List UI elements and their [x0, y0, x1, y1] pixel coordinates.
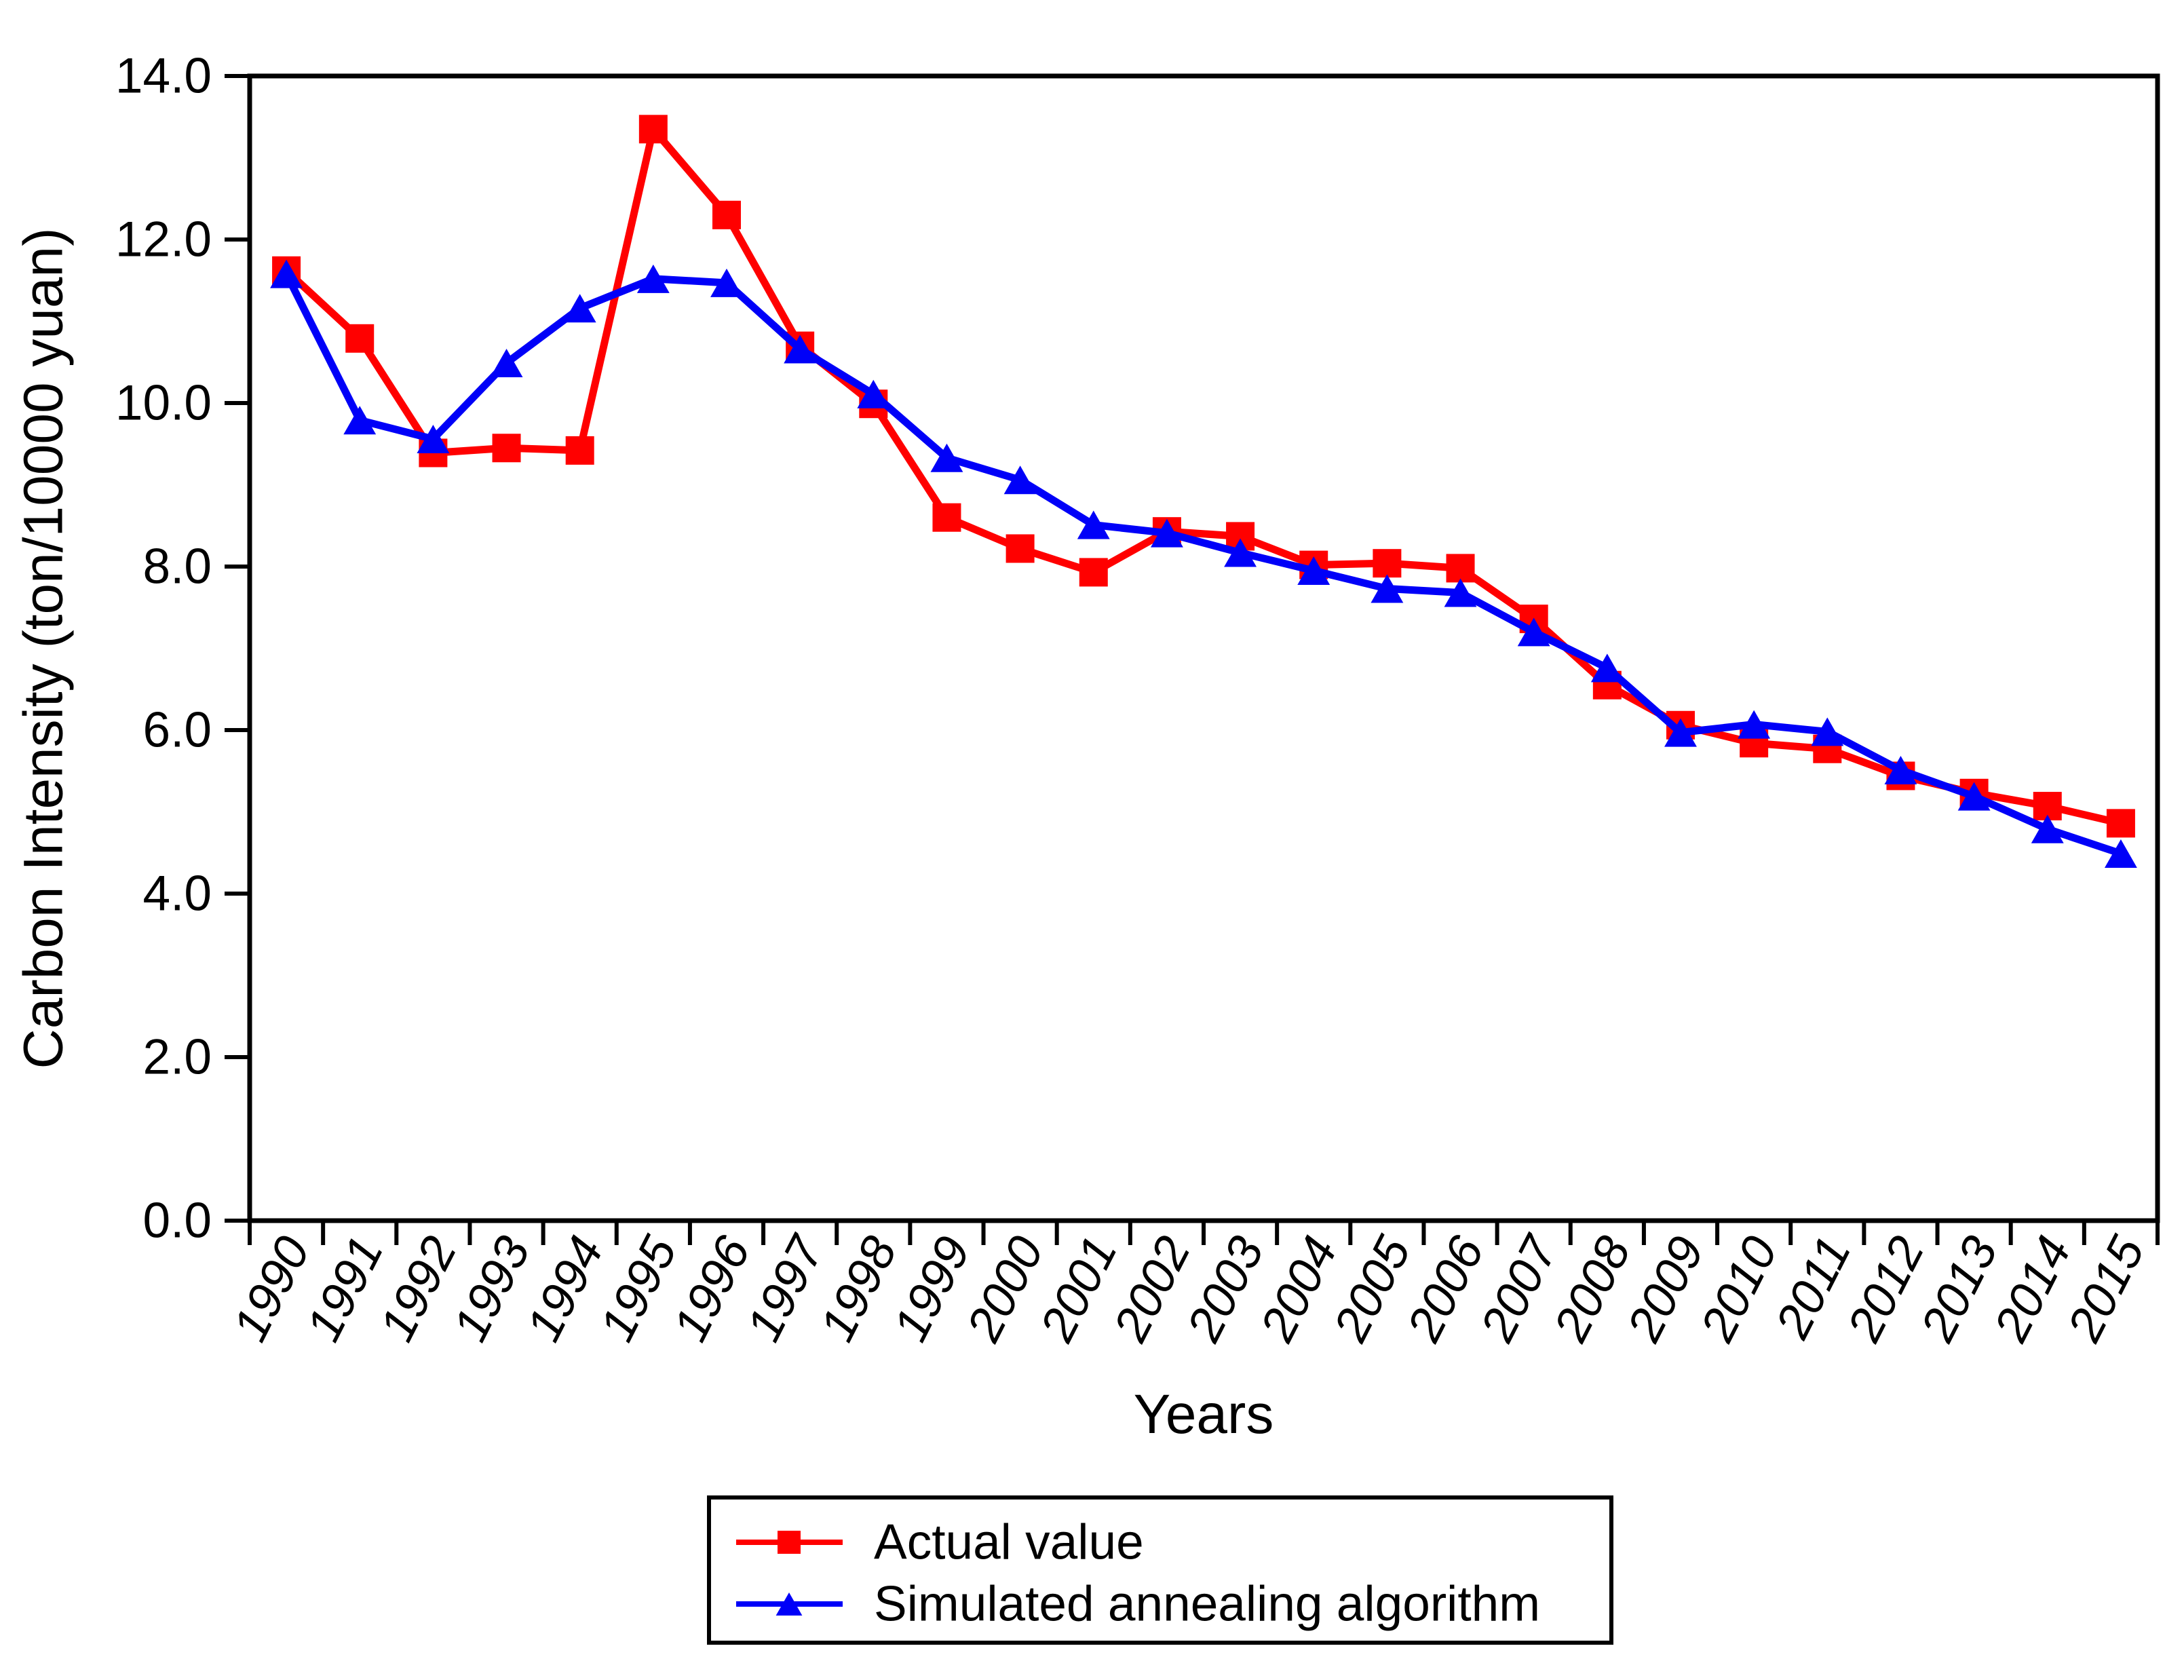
x-tick-label: 2013 — [1910, 1228, 2008, 1350]
x-tick-label: 2005 — [1323, 1227, 1421, 1350]
data-point-square-marker — [1446, 554, 1475, 583]
data-point-triangle-marker — [1590, 653, 1624, 683]
x-tick-label: 2009 — [1617, 1228, 1714, 1350]
x-axis: 1990199119921993199419951996199719981999… — [223, 1221, 2160, 1350]
x-axis-title: Years — [1134, 1383, 1274, 1445]
data-point-square-marker — [492, 434, 521, 463]
data-point-triangle-marker — [636, 264, 670, 293]
data-point-square-marker — [1079, 558, 1108, 587]
x-tick-label: 1994 — [516, 1228, 614, 1350]
legend-item: Simulated annealing algorithm — [736, 1577, 1540, 1632]
data-point-square-marker — [565, 436, 594, 465]
y-axis: 0.0 2.0 4.0 6.0 8.0 10.0 12.0 14.0 — [115, 49, 250, 1248]
series-line — [284, 121, 2122, 827]
legend: Actual value Simulated annealing algorith… — [707, 1495, 1613, 1645]
data-point-triangle-marker — [417, 425, 450, 454]
data-point-triangle-marker — [1738, 710, 1771, 739]
x-tick-label: 1998 — [810, 1228, 908, 1350]
legend-box — [707, 1495, 1613, 1645]
x-tick-label: 1996 — [663, 1227, 761, 1350]
data-point-square-marker — [638, 115, 668, 144]
x-tick-label: 1995 — [590, 1227, 687, 1350]
y-tick-label: 2.0 — [143, 1030, 212, 1085]
y-tick-label: 6.0 — [143, 703, 212, 758]
data-point-triangle-marker — [1003, 465, 1037, 495]
data-point-triangle-marker — [1957, 782, 1991, 811]
y-tick-label: 12.0 — [115, 212, 212, 267]
data-point-triangle-marker — [1371, 574, 1404, 603]
x-tick-label: 2001 — [1030, 1228, 1128, 1350]
data-point-triangle-marker — [1297, 556, 1330, 586]
data-point-triangle-marker — [784, 335, 817, 364]
data-point-triangle-marker — [1517, 617, 1550, 647]
data-point-square-marker — [1373, 549, 1402, 578]
data-point-triangle-marker — [1811, 717, 1844, 746]
data-point-square-marker — [1005, 534, 1035, 563]
y-tick-label: 0.0 — [143, 1194, 212, 1248]
y-axis-title: Carbon Intensity (ton/10000 yuan) — [13, 228, 75, 1069]
x-tick-label: 2012 — [1837, 1228, 1934, 1350]
x-tick-label: 1997 — [736, 1226, 835, 1350]
x-tick-label: 2014 — [1984, 1228, 2082, 1350]
data-point-triangle-marker — [490, 348, 523, 377]
axis-titles: Years Carbon Intensity (ton/10000 yuan) — [13, 228, 1274, 1445]
data-point-triangle-marker — [857, 379, 890, 408]
x-tick-label: 2000 — [956, 1228, 1054, 1350]
x-tick-label: 2008 — [1544, 1228, 1641, 1350]
plot-frame — [247, 73, 2160, 1223]
x-tick-label: 1991 — [296, 1228, 394, 1350]
x-tick-label: 2010 — [1690, 1228, 1788, 1350]
data-point-triangle-marker — [1150, 518, 1183, 548]
y-tick-label: 10.0 — [115, 376, 212, 431]
legend-square-marker — [778, 1531, 801, 1554]
x-tick-label: 2007 — [1470, 1226, 1569, 1350]
y-tick-label: 8.0 — [143, 539, 212, 594]
legend-label: Simulated annealing algorithm — [874, 1577, 1540, 1632]
data-point-square-marker — [712, 200, 741, 229]
data-point-triangle-marker — [1444, 578, 1477, 607]
y-tick-label: 4.0 — [143, 866, 212, 921]
legend-triangle-marker — [775, 1592, 803, 1616]
y-tick-label: 14.0 — [115, 49, 212, 104]
data-point-square-marker — [345, 324, 375, 353]
x-tick-label: 1990 — [223, 1228, 320, 1350]
data-point-triangle-marker — [710, 268, 743, 297]
x-tick-label: 1999 — [883, 1228, 981, 1350]
x-tick-label: 1993 — [443, 1228, 541, 1350]
series-simulated-annealing — [270, 259, 2137, 868]
data-point-triangle-marker — [1224, 538, 1257, 567]
x-tick-label: 1992 — [370, 1228, 467, 1350]
data-point-square-marker — [932, 503, 961, 532]
x-tick-label: 2006 — [1396, 1227, 1495, 1350]
series-line — [283, 272, 2122, 858]
legend-item: Actual value — [736, 1515, 1144, 1570]
x-tick-label: 2015 — [2057, 1227, 2156, 1350]
plot-area — [247, 73, 2160, 1223]
data-point-triangle-marker — [270, 259, 303, 288]
legend-label: Actual value — [874, 1515, 1144, 1570]
series-actual-value — [272, 115, 2135, 838]
data-point-triangle-marker — [563, 294, 596, 323]
data-point-triangle-marker — [2104, 839, 2137, 868]
data-point-triangle-marker — [1664, 718, 1697, 747]
x-tick-label: 2002 — [1103, 1228, 1201, 1350]
series-layer — [270, 115, 2137, 868]
data-point-square-marker — [2106, 809, 2135, 838]
x-tick-label: 2004 — [1250, 1228, 1347, 1350]
data-point-triangle-marker — [1077, 510, 1110, 539]
data-point-triangle-marker — [2031, 814, 2064, 843]
data-point-triangle-marker — [1884, 756, 1917, 785]
data-point-triangle-marker — [343, 406, 377, 435]
x-tick-label: 2003 — [1176, 1228, 1274, 1350]
data-point-triangle-marker — [930, 443, 963, 472]
